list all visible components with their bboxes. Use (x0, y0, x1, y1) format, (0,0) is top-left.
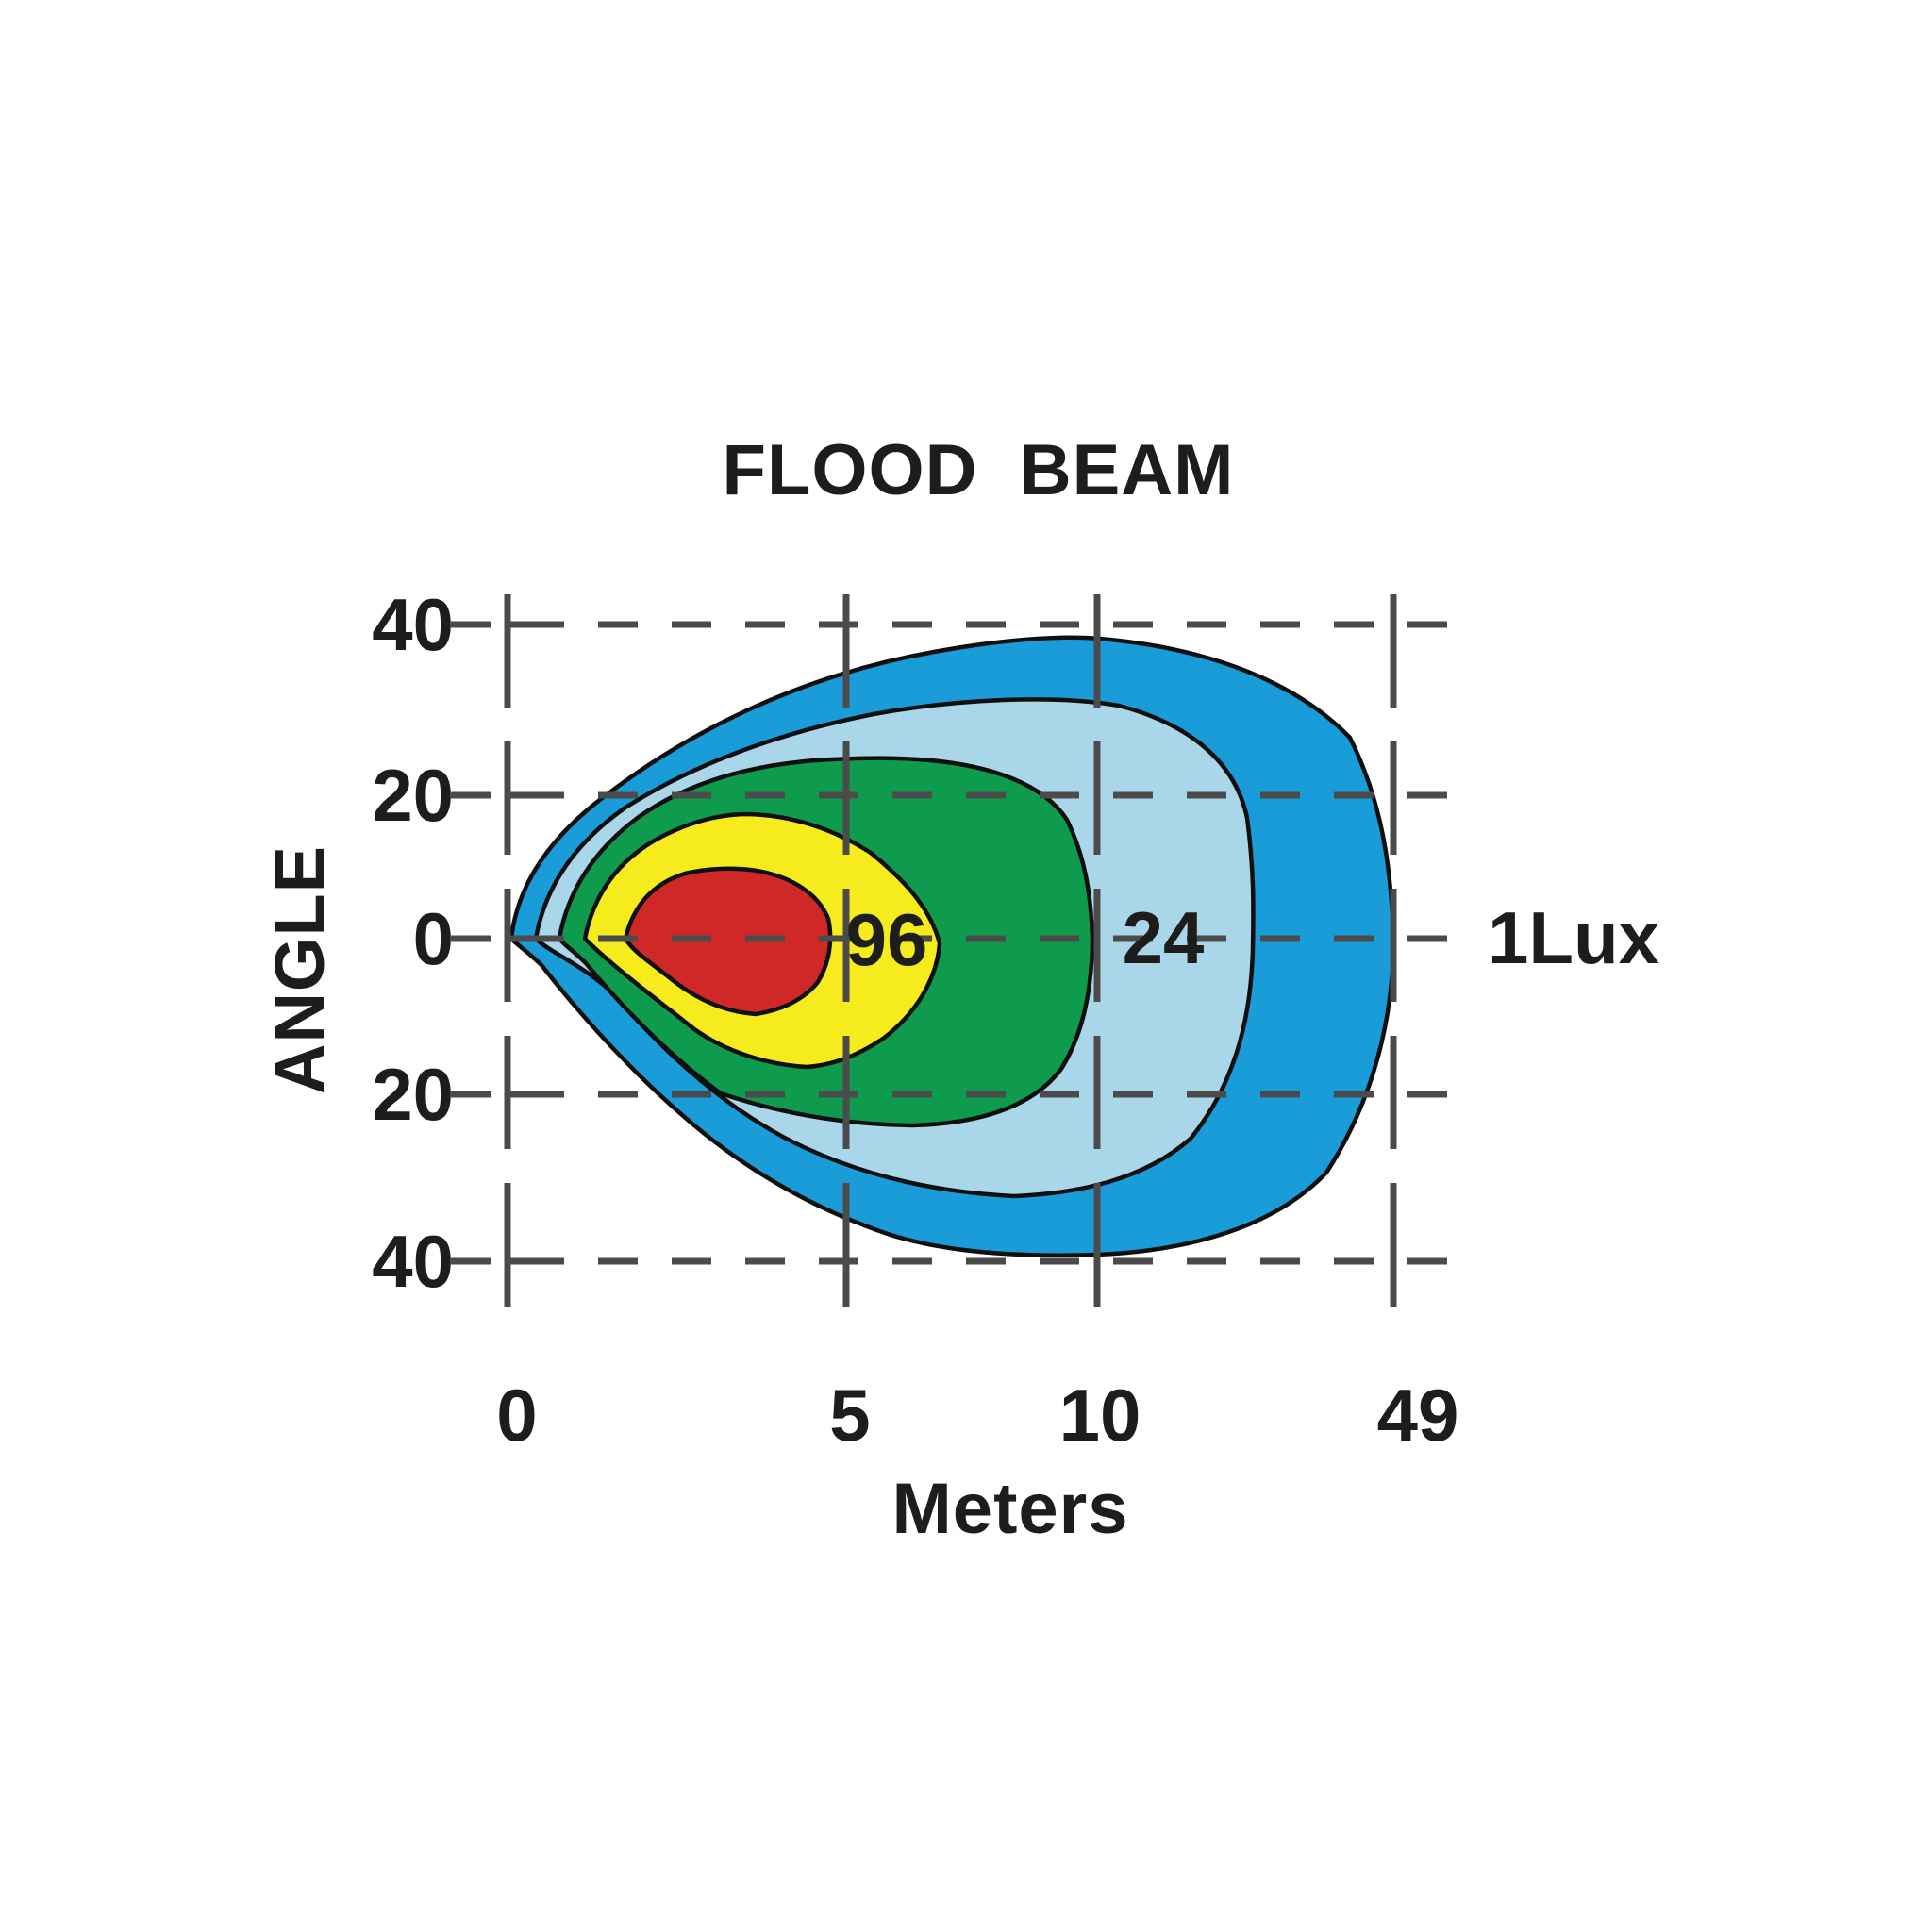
y-tick-label: 20 (372, 1053, 454, 1136)
y-tick-label: 40 (372, 583, 454, 666)
x-axis-title: Meters (891, 1469, 1129, 1549)
label-1lux: 1Lux (1488, 896, 1660, 979)
beam-contours (508, 635, 1396, 1257)
y-tick-label: 0 (412, 897, 454, 980)
chart-title: FLOOD BEAM (722, 430, 1235, 510)
grid-layer (451, 594, 1469, 1317)
y-tick-label: 40 (372, 1220, 454, 1303)
x-tick-label: 5 (829, 1374, 871, 1457)
label-96lux: 96 (845, 898, 928, 981)
y-tick-label: 20 (372, 754, 454, 837)
x-tick-label: 10 (1058, 1374, 1141, 1457)
label-24lux: 24 (1122, 896, 1205, 979)
x-tick-label: 49 (1376, 1374, 1459, 1457)
x-tick-label: 0 (496, 1374, 538, 1457)
